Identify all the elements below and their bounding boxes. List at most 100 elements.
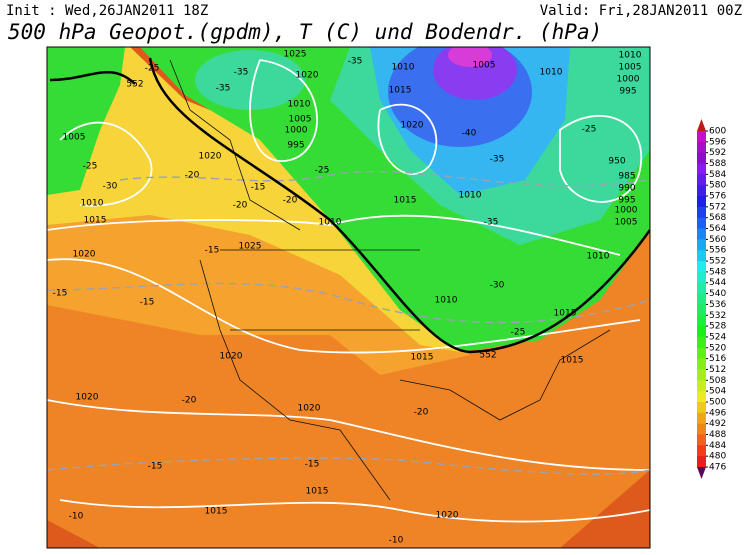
colorbar-box (697, 185, 706, 197)
colorbar-box (697, 412, 706, 425)
contour-label: 1020 (401, 121, 424, 131)
colorbar-box (697, 401, 706, 414)
contour-label: -35 (490, 155, 505, 165)
colorbar-box (697, 174, 706, 186)
contour-label: -35 (234, 68, 249, 78)
contour-label: -35 (348, 57, 363, 67)
colorbar-label: 480 (709, 452, 726, 462)
colorbar-label: 548 (709, 267, 726, 277)
contour-label: 1015 (411, 353, 434, 363)
contour-label: 1000 (285, 126, 308, 136)
colorbar-label: 568 (709, 213, 726, 223)
colorbar-box (697, 250, 706, 262)
contour-label: 1005 (289, 115, 312, 125)
colorbar-label: 552 (709, 257, 726, 267)
contour-label: 1020 (298, 404, 321, 414)
colorbar-box (697, 163, 706, 175)
colorbar-label: 600 (709, 127, 726, 137)
colorbar-label: 536 (709, 300, 726, 310)
colorbar-label: 584 (709, 170, 726, 180)
contour-label: 1020 (73, 250, 96, 260)
contour-label: -20 (182, 396, 197, 406)
contour-label: 1010 (288, 100, 311, 110)
contour-label: -10 (69, 512, 84, 522)
contour-label: 1020 (220, 352, 243, 362)
colorbar-box (697, 206, 706, 219)
colorbar-label: 508 (709, 376, 726, 386)
contour-label: 1000 (615, 206, 638, 216)
init-time: Init : Wed,26JAN2011 18Z (6, 3, 208, 19)
colorbar-label: 544 (709, 278, 726, 288)
contour-label: -25 (315, 166, 330, 176)
contour-label: -20 (283, 196, 298, 206)
colorbar-box (697, 434, 706, 446)
colorbar-label: 560 (709, 235, 726, 245)
colorbar-box (697, 196, 706, 208)
colorbar-box (697, 423, 706, 435)
colorbar-box (697, 445, 706, 457)
contour-label: 995 (618, 196, 635, 206)
contour-label: 1020 (296, 71, 319, 81)
contour-label: 1025 (239, 242, 262, 252)
contour-label: -35 (484, 218, 499, 228)
colorbar-label: 484 (709, 441, 726, 451)
colorbar-box (697, 347, 706, 360)
contour-label: 1015 (306, 487, 329, 497)
contour-label: 995 (619, 87, 636, 97)
contour-label: -20 (233, 201, 248, 211)
colorbar-label: 496 (709, 408, 726, 418)
contour-label: 1010 (319, 218, 342, 228)
contour-label: 1015 (205, 507, 228, 517)
contour-label: -15 (305, 460, 320, 470)
colorbar-label: 500 (709, 397, 726, 407)
colorbar-box (697, 282, 706, 295)
contour-label: -15 (53, 289, 68, 299)
contour-label: 552 (479, 351, 496, 361)
colorbar-box (697, 239, 706, 251)
contour-label: 1025 (284, 50, 307, 60)
colorbar-label: 488 (709, 430, 726, 440)
colorbar-top-arrow (697, 119, 706, 131)
colorbar-label: 504 (709, 387, 726, 397)
colorbar-label: 580 (709, 181, 726, 191)
colorbar-label: 512 (709, 365, 726, 375)
contour-label: -25 (582, 125, 597, 135)
colorbar-label: 564 (709, 224, 726, 234)
contour-label: 1010 (392, 63, 415, 73)
contour-label: -30 (490, 281, 505, 291)
contour-label: -35 (216, 84, 231, 94)
colorbar-label: 476 (709, 463, 726, 473)
contour-label: 1010 (459, 191, 482, 201)
colorbar-box (697, 358, 706, 370)
contour-label: 1020 (76, 393, 99, 403)
colorbar-box (697, 261, 706, 273)
colorbar-label: 524 (709, 332, 726, 342)
contour-label: 1005 (63, 133, 86, 143)
contour-label: 1015 (561, 356, 584, 366)
colorbar-label: 588 (709, 159, 726, 169)
contour-label: 1020 (199, 152, 222, 162)
contour-label: -25 (511, 328, 526, 338)
contour-label: -15 (140, 298, 155, 308)
colorbar-box (697, 380, 706, 392)
colorbar-box (697, 271, 706, 284)
colorbar-label: 528 (709, 322, 726, 332)
colorbar-box (697, 228, 706, 240)
contour-label: 1010 (540, 68, 563, 78)
contour-label: 1015 (84, 216, 107, 226)
colorbar-box (697, 304, 706, 316)
contour-label: -25 (83, 162, 98, 172)
colorbar-box (697, 369, 706, 381)
colorbar-box (697, 217, 706, 230)
contour-label: 1015 (394, 196, 417, 206)
contour-label: 1000 (617, 75, 640, 85)
contour-label: -40 (462, 129, 477, 139)
contour-label: 1010 (619, 51, 642, 61)
colorbar-label: 540 (709, 289, 726, 299)
colorbar-label: 516 (709, 354, 726, 364)
colorbar-box (697, 131, 706, 143)
contour-label: 1005 (619, 63, 642, 73)
contour-label: 1020 (436, 511, 459, 521)
